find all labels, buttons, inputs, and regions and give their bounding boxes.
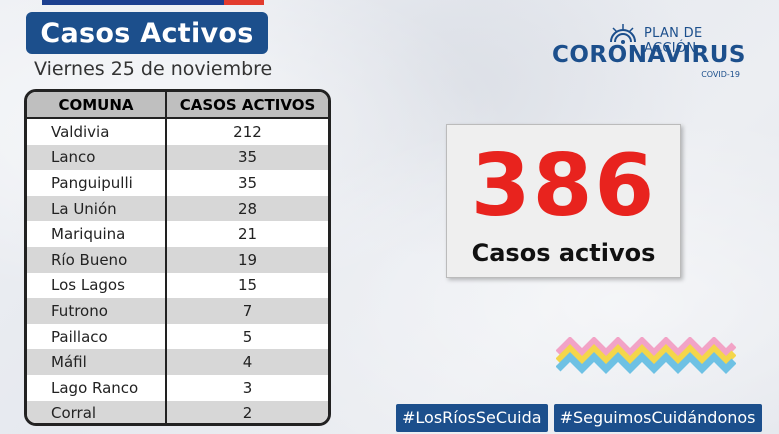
- comuna-cell: Mariquina: [27, 221, 167, 247]
- casos-cell: 19: [166, 246, 328, 273]
- comuna-cell: Valdivia: [27, 118, 167, 145]
- table-header-row: COMUNA CASOS ACTIVOS: [27, 92, 328, 119]
- regional-wave-icon: [556, 337, 736, 374]
- cases-table: COMUNA CASOS ACTIVOS Valdivia 212 Lanco 35…: [24, 89, 331, 426]
- table-row: Máfil 4: [27, 349, 328, 375]
- table-row: Lanco 35: [27, 144, 328, 171]
- column-header-comuna: COMUNA: [27, 92, 167, 119]
- table-row: Futrono 7: [27, 298, 328, 324]
- table-row: Lago Ranco 3: [27, 374, 328, 401]
- table-row: Corral 2: [27, 400, 328, 423]
- plan-coronavirus-logo: PLAN DE ACCIÓN CORONAVIRUS COVID-19: [552, 20, 746, 82]
- top-color-strip: [42, 0, 264, 5]
- column-header-casos: CASOS ACTIVOS: [166, 92, 328, 119]
- table-row: La Unión 28: [27, 195, 328, 222]
- total-cases-label: Casos activos: [471, 239, 656, 267]
- page-title: Casos Activos: [26, 12, 268, 54]
- casos-cell: 7: [166, 298, 328, 324]
- logo-name-text: CORONAVIRUS: [552, 42, 746, 68]
- logo-plan-text: PLAN DE ACCIÓN: [644, 26, 703, 56]
- logo-sub-text: COVID-19: [701, 70, 740, 79]
- total-cases-number: 386: [470, 136, 657, 236]
- casos-cell: 35: [166, 170, 328, 196]
- casos-cell: 5: [166, 323, 328, 350]
- casos-cell: 15: [166, 272, 328, 299]
- casos-cell: 4: [166, 349, 328, 375]
- hashtag-los-rios: #LosRíosSeCuida: [396, 404, 548, 432]
- comuna-cell: Corral: [27, 400, 167, 423]
- table-row: Río Bueno 19: [27, 246, 328, 273]
- casos-cell: 28: [166, 195, 328, 222]
- government-emblem-icon: [610, 24, 636, 44]
- comuna-cell: Río Bueno: [27, 246, 167, 273]
- date-label: Viernes 25 de noviembre: [34, 58, 273, 80]
- hashtag-seguimos: #SeguimosCuidándonos: [553, 404, 762, 432]
- comuna-cell: Paillaco: [27, 323, 167, 350]
- comuna-cell: Futrono: [27, 298, 167, 324]
- casos-cell: 35: [166, 144, 328, 171]
- total-cases-card: 386 Casos activos: [446, 124, 681, 278]
- comuna-cell: Máfil: [27, 349, 167, 375]
- table-row: Panguipulli 35: [27, 170, 328, 196]
- casos-cell: 3: [166, 374, 328, 401]
- comuna-cell: Lanco: [27, 144, 167, 171]
- comuna-cell: Los Lagos: [27, 272, 167, 299]
- casos-cell: 212: [166, 118, 328, 145]
- comuna-cell: Lago Ranco: [27, 374, 167, 401]
- comuna-cell: La Unión: [27, 195, 167, 222]
- casos-cell: 2: [166, 400, 328, 423]
- comuna-cell: Panguipulli: [27, 170, 167, 196]
- table-row: Mariquina 21: [27, 221, 328, 247]
- table-row: Los Lagos 15: [27, 272, 328, 299]
- table-row: Valdivia 212: [27, 118, 328, 145]
- casos-cell: 21: [166, 221, 328, 247]
- hashtag-bar: #LosRíosSeCuida #SeguimosCuidándonos: [396, 404, 776, 432]
- table-row: Paillaco 5: [27, 323, 328, 350]
